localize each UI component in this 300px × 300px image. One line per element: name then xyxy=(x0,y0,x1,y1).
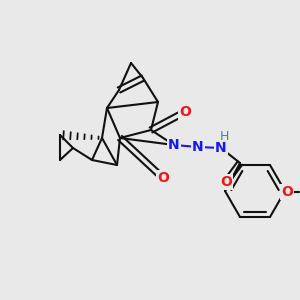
Text: N: N xyxy=(215,141,227,155)
Text: O: O xyxy=(220,175,232,189)
Text: O: O xyxy=(281,185,293,199)
Text: O: O xyxy=(157,171,169,185)
Text: O: O xyxy=(179,105,191,119)
Text: N: N xyxy=(192,140,204,154)
Text: N: N xyxy=(168,138,180,152)
Text: H: H xyxy=(219,130,229,142)
